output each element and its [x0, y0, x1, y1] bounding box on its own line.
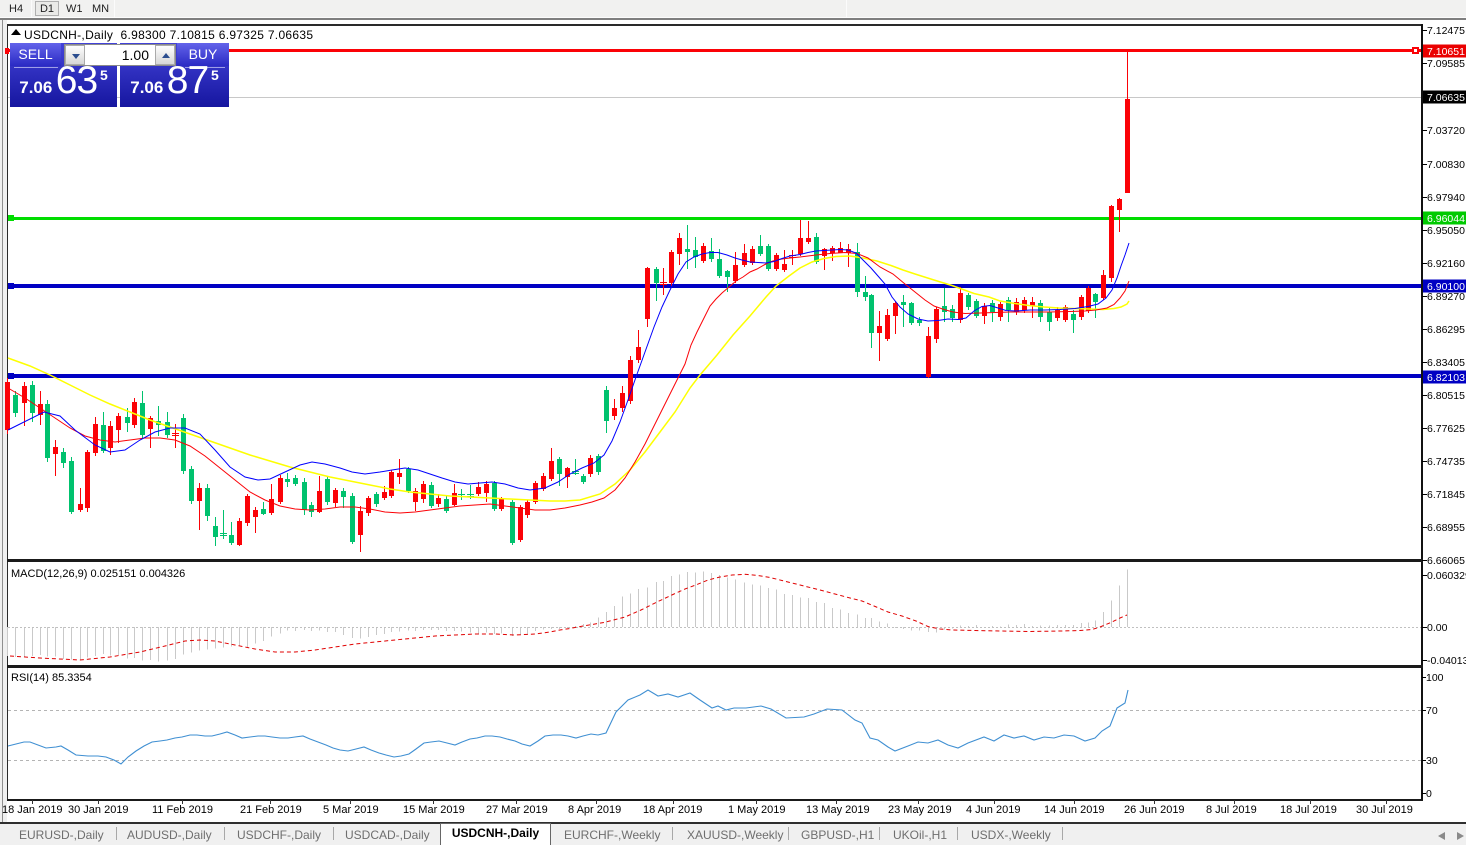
- svg-text:6.74735: 6.74735: [1427, 456, 1465, 468]
- svg-text:18 Jan 2019: 18 Jan 2019: [2, 804, 63, 816]
- svg-text:0: 0: [1426, 788, 1432, 800]
- svg-text:18 Jul 2019: 18 Jul 2019: [1280, 804, 1337, 816]
- svg-text:MACD(12,26,9) 0.025151 0.00432: MACD(12,26,9) 0.025151 0.004326: [11, 568, 185, 580]
- svg-text:13 May 2019: 13 May 2019: [806, 804, 870, 816]
- svg-text:30 Jul 2019: 30 Jul 2019: [1356, 804, 1413, 816]
- svg-text:5 Mar 2019: 5 Mar 2019: [323, 804, 379, 816]
- svg-text:23 May 2019: 23 May 2019: [888, 804, 952, 816]
- svg-text:6.90100: 6.90100: [1427, 281, 1465, 293]
- svg-text:6.68955: 6.68955: [1427, 522, 1465, 534]
- svg-text:8 Apr 2019: 8 Apr 2019: [568, 804, 621, 816]
- svg-text:27 Mar 2019: 27 Mar 2019: [486, 804, 548, 816]
- svg-text:7.10651: 7.10651: [1427, 46, 1465, 58]
- svg-text:6.82103: 6.82103: [1427, 372, 1465, 384]
- svg-text:-0.040135: -0.040135: [1427, 655, 1466, 667]
- svg-text:6.77625: 6.77625: [1427, 423, 1465, 435]
- svg-text:1 May 2019: 1 May 2019: [728, 804, 785, 816]
- svg-text:6.80515: 6.80515: [1427, 390, 1465, 402]
- svg-text:11 Feb 2019: 11 Feb 2019: [152, 804, 213, 816]
- svg-text:6.86295: 6.86295: [1427, 324, 1465, 336]
- svg-text:6.92160: 6.92160: [1427, 258, 1465, 270]
- svg-text:26 Jun 2019: 26 Jun 2019: [1124, 804, 1185, 816]
- svg-text:6.71845: 6.71845: [1427, 489, 1465, 501]
- svg-text:30 Jan 2019: 30 Jan 2019: [68, 804, 129, 816]
- svg-text:6.97940: 6.97940: [1427, 192, 1465, 204]
- svg-text:USDCNH-,Daily 6.98300 7.10815: USDCNH-,Daily 6.98300 7.10815 6.97325 7.…: [24, 28, 313, 42]
- svg-text:7.12475: 7.12475: [1427, 25, 1465, 37]
- svg-text:0.00: 0.00: [1427, 622, 1448, 634]
- svg-text:6.66065: 6.66065: [1427, 555, 1465, 567]
- svg-text:6.95050: 6.95050: [1427, 225, 1465, 237]
- svg-text:6.83405: 6.83405: [1427, 357, 1465, 369]
- svg-text:0.060329: 0.060329: [1427, 570, 1466, 582]
- svg-text:100: 100: [1426, 672, 1444, 684]
- svg-text:18 Apr 2019: 18 Apr 2019: [643, 804, 702, 816]
- svg-text:7.00830: 7.00830: [1427, 159, 1465, 171]
- svg-text:4 Jun 2019: 4 Jun 2019: [966, 804, 1020, 816]
- svg-text:30: 30: [1426, 755, 1438, 767]
- svg-text:15 Mar 2019: 15 Mar 2019: [403, 804, 465, 816]
- svg-text:7.06635: 7.06635: [1427, 92, 1465, 104]
- svg-text:8 Jul 2019: 8 Jul 2019: [1206, 804, 1257, 816]
- svg-text:14 Jun 2019: 14 Jun 2019: [1044, 804, 1105, 816]
- svg-text:RSI(14) 85.3354: RSI(14) 85.3354: [11, 672, 92, 684]
- svg-text:70: 70: [1426, 705, 1438, 717]
- svg-text:6.96044: 6.96044: [1427, 213, 1465, 225]
- svg-text:7.09585: 7.09585: [1427, 58, 1465, 70]
- svg-text:21 Feb 2019: 21 Feb 2019: [240, 804, 302, 816]
- svg-text:6.89270: 6.89270: [1427, 291, 1465, 303]
- svg-text:7.03720: 7.03720: [1427, 125, 1465, 137]
